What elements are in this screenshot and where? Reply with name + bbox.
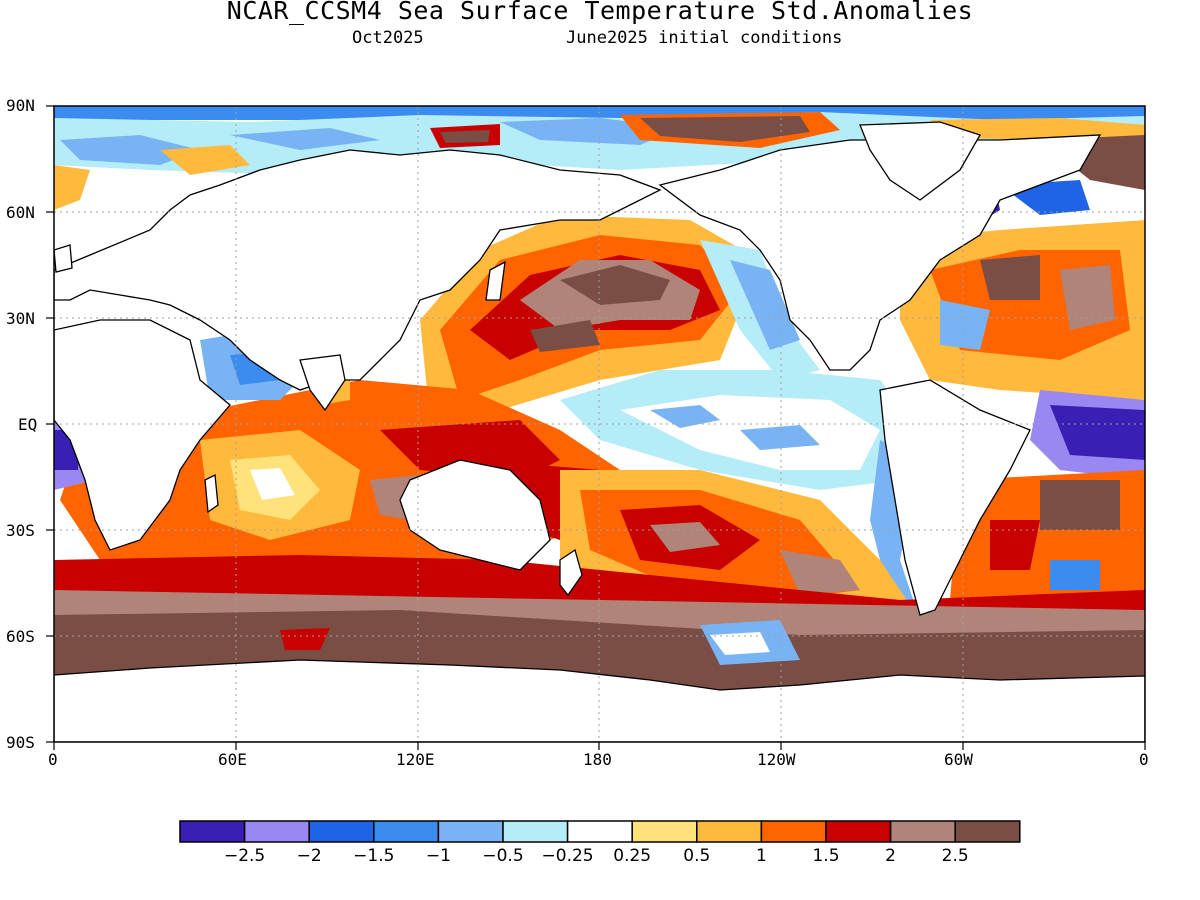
greenland-landmass bbox=[859, 121, 981, 201]
colorbar-swatch bbox=[502, 820, 569, 843]
australia-landmass bbox=[399, 459, 551, 571]
colorbar-swatch bbox=[760, 820, 827, 843]
axis-ticks bbox=[46, 105, 1146, 750]
y-tick-label: 30N bbox=[6, 309, 35, 328]
x-tick-label: 120W bbox=[757, 750, 796, 769]
y-tick-label: 60N bbox=[6, 203, 35, 222]
colorbar-swatch bbox=[889, 820, 956, 843]
colorbar-swatch bbox=[631, 820, 698, 843]
y-tick-label: EQ bbox=[18, 415, 38, 434]
colorbar-swatch bbox=[437, 820, 504, 843]
colorbar-swatch bbox=[179, 820, 246, 843]
y-tick-label: 90S bbox=[6, 733, 35, 752]
colorbar-swatch bbox=[308, 820, 375, 843]
japan-islands bbox=[485, 260, 506, 301]
colorbar-swatch bbox=[825, 820, 892, 843]
eurasia-landmass bbox=[54, 149, 662, 391]
new-zealand bbox=[559, 548, 583, 597]
colorbar-swatch bbox=[243, 820, 310, 843]
colorbar-label: −1 bbox=[426, 846, 451, 866]
x-tick-label: 0 bbox=[1139, 750, 1149, 769]
colorbar-label: 1 bbox=[756, 846, 767, 866]
colorbar-label: 1.5 bbox=[812, 846, 839, 866]
x-tick-label: 120E bbox=[396, 750, 435, 769]
colorbar-label: 2 bbox=[885, 846, 896, 866]
forecast-month: Oct2025 bbox=[352, 28, 424, 48]
chart-title: NCAR_CCSM4 Sea Surface Temperature Std.A… bbox=[226, 0, 974, 25]
colorbar-label: −2.5 bbox=[224, 846, 265, 866]
y-tick-label: 60S bbox=[6, 627, 35, 646]
colorbar-label: −0.25 bbox=[542, 846, 594, 866]
colorbar-swatch bbox=[373, 820, 440, 843]
y-tick-label: 90N bbox=[6, 96, 35, 115]
british-isles bbox=[54, 244, 73, 273]
x-tick-label: 60W bbox=[944, 750, 973, 769]
colorbar-swatch bbox=[566, 820, 633, 843]
atlantic-anomaly bbox=[54, 220, 1145, 600]
x-tick-label: 0 bbox=[48, 750, 58, 769]
colorbar-swatch bbox=[954, 820, 1021, 843]
map-gridlines bbox=[54, 106, 1145, 742]
south-america-landmass bbox=[879, 379, 1031, 616]
x-tick-label: 180 bbox=[583, 750, 612, 769]
colorbar-label: −1.5 bbox=[353, 846, 394, 866]
initial-conditions: June2025 initial conditions bbox=[566, 28, 843, 48]
colorbar-swatch bbox=[696, 820, 763, 843]
y-tick-label: 30S bbox=[6, 521, 35, 540]
colorbar-label: 0.5 bbox=[683, 846, 710, 866]
x-tick-label: 60E bbox=[218, 750, 247, 769]
colorbar-label: 2.5 bbox=[942, 846, 969, 866]
india-subcontinent bbox=[299, 354, 346, 412]
africa-landmass bbox=[54, 319, 231, 551]
colorbar-label: 0.25 bbox=[613, 846, 651, 866]
tropical-pacific-cool-anomaly bbox=[560, 370, 920, 620]
colorbar-label: −0.5 bbox=[482, 846, 523, 866]
madagascar bbox=[204, 473, 219, 514]
colorbar-label: −2 bbox=[297, 846, 322, 866]
